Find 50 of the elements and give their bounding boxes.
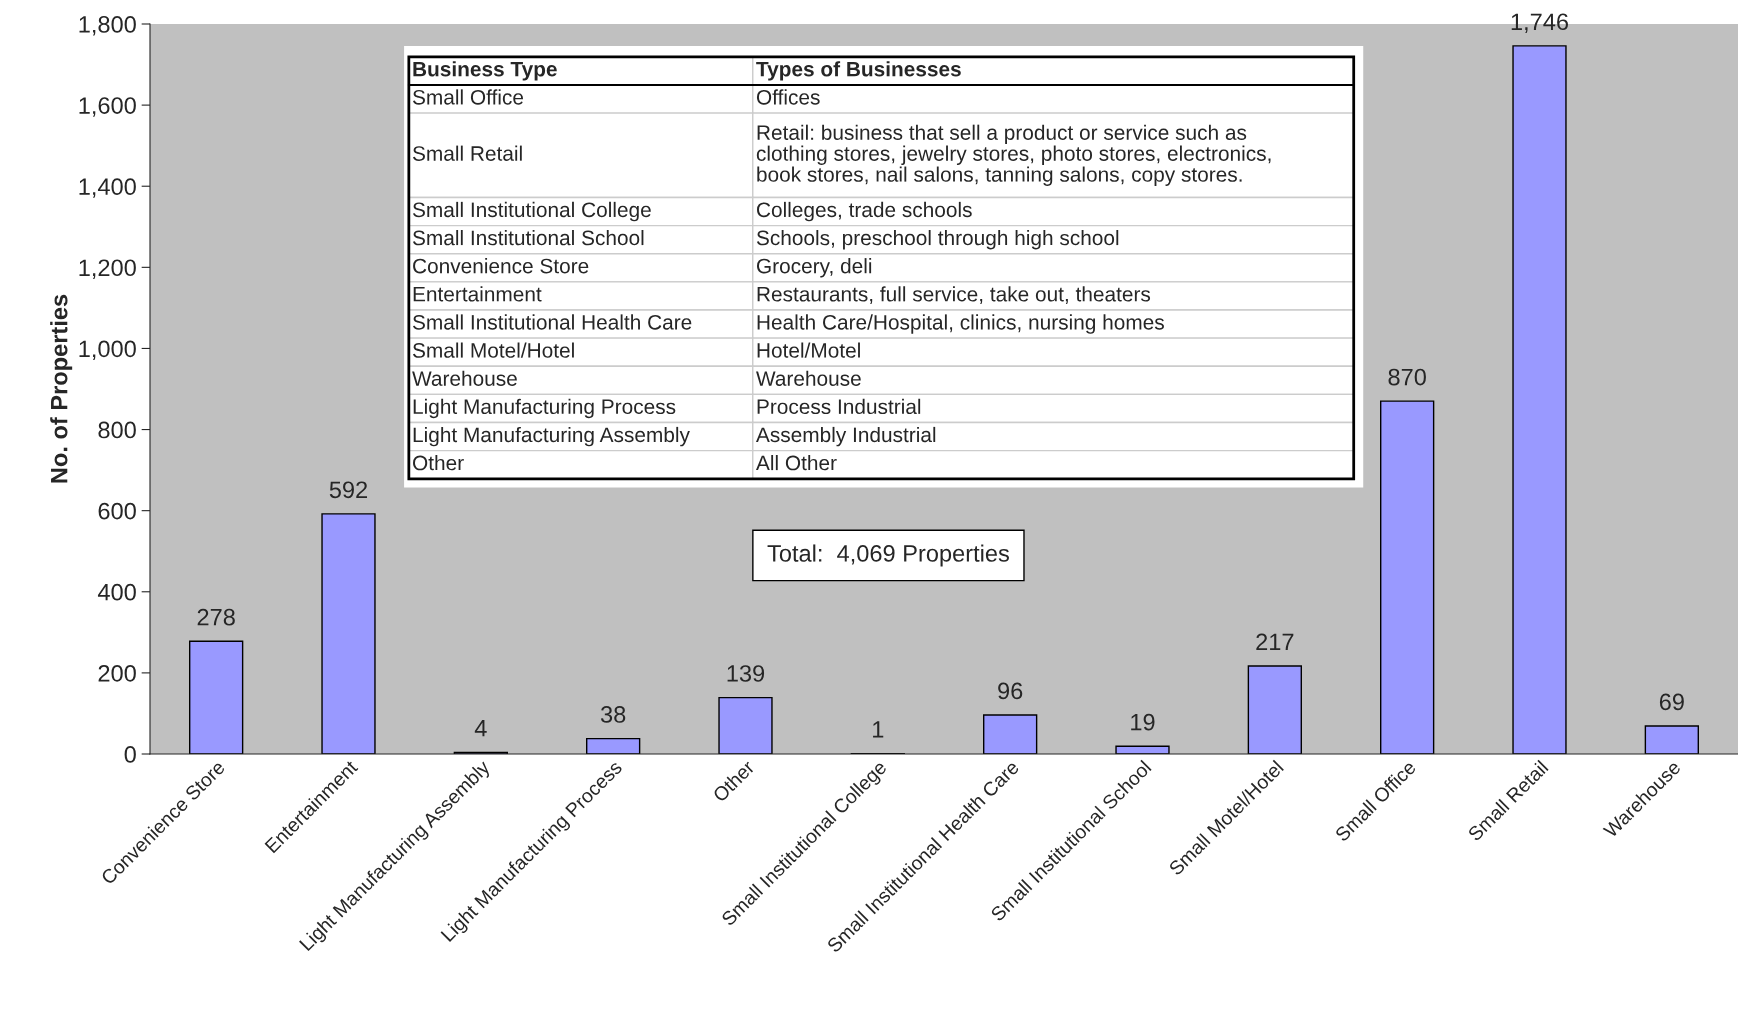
annotation: Convenience Store (413, 258, 589, 274)
annotation: Retail: business that sell a product or service such as clothing stores, jewelry stores, photo stores, electronics, book stores, nail salons, tanning salons, copy stores. (756, 124, 1271, 186)
y-tick-label: 1,400 (79, 178, 136, 198)
data-label: 38 (600, 706, 626, 723)
data-label: 1,746 (1511, 13, 1569, 33)
annotation: Other (413, 455, 464, 471)
y-tick-label: 1,000 (79, 340, 136, 361)
y-tick-label: 800 (98, 421, 136, 439)
data-label: 1 (873, 721, 884, 738)
data-label: 870 (1388, 368, 1426, 386)
annotation: Entertainment (413, 286, 542, 302)
annotation: Warehouse (756, 370, 861, 386)
y-tick-label: 600 (98, 502, 136, 520)
annotation: Schools, preschool through high school (756, 229, 1119, 250)
annotation: Light Manufacturing Process (413, 398, 676, 419)
annotation: Grocery, deli (757, 258, 872, 278)
y-tick-label: 400 (97, 583, 136, 601)
annotation: Warehouse (412, 370, 517, 386)
data-label: 19 (1131, 713, 1155, 731)
y-tick-label: 0 (124, 746, 136, 763)
data-label: 139 (727, 665, 765, 682)
data-label: 217 (1256, 633, 1294, 650)
y-tick-label: 1,600 (79, 97, 136, 117)
y-tick-label: 200 (98, 664, 136, 682)
annotation: Restaurants, full service, take out, theaters (757, 286, 1151, 304)
annotation: Small Institutional Health Care (412, 314, 692, 330)
annotation: Health Care/Hospital, clinics, nursing homes (757, 314, 1164, 334)
y-tick-label: 1,800 (79, 16, 136, 36)
data-label: 69 (1659, 693, 1684, 711)
data-label: 278 (197, 608, 235, 626)
data-label: 96 (998, 682, 1023, 700)
data-label: 592 (329, 481, 368, 499)
annotation: Business Type (413, 61, 557, 81)
y-tick-label: 1,200 (79, 259, 136, 279)
annotation: Hotel/Motel (757, 342, 860, 358)
annotation: Assembly Industrial (755, 426, 936, 447)
annotation: Small Office (412, 89, 524, 105)
data-label: 4 (474, 720, 487, 737)
y-axis-title: No. of Properties (50, 294, 73, 483)
annotation: All Other (755, 455, 837, 471)
annotation: Small Retail (412, 145, 522, 161)
annotation: Offices (756, 89, 820, 105)
annotation: Colleges, trade schools (757, 201, 972, 222)
annotation: Total: 4,069 Properties (767, 544, 1009, 567)
annotation: Light Manufacturing Assembly (413, 426, 690, 447)
annotation: Small Institutional College (412, 201, 651, 222)
annotation: Process Industrial (757, 398, 921, 415)
annotation: Small Institutional School (412, 229, 644, 246)
annotation: Small Motel/Hotel (412, 342, 574, 358)
annotation: Types of Businesses (756, 61, 961, 81)
